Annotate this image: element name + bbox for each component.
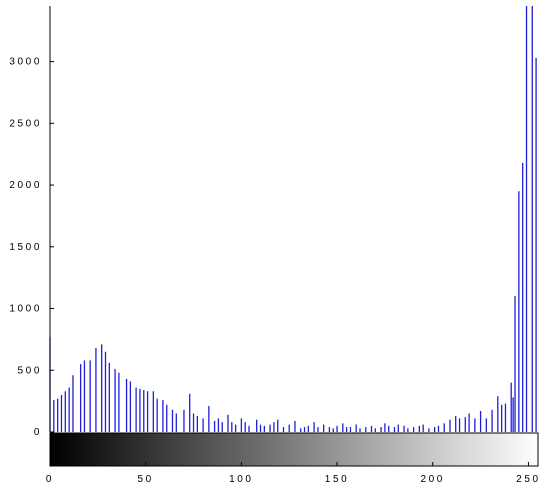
y-axis-ticks: 0 500 1000 1500 2000 2500 3000 [9,57,54,438]
y-tick-label: 500 [18,365,43,376]
y-tick-label: 0 [34,427,42,438]
x-tick-label: 150 [325,474,350,485]
x-tick-label: 250 [516,474,541,485]
y-tick-label: 1000 [9,304,42,315]
bar-series [49,6,537,432]
y-tick-label: 1500 [9,242,42,253]
y-tick-label: 3000 [9,57,42,68]
x-tick-label: 0 [46,474,54,485]
y-tick-label: 2500 [9,118,42,129]
x-axis-ticks: 0 50 100 150 200 250 [46,462,541,485]
x-tick-label: 50 [138,474,154,485]
grayscale-colorbar [49,432,539,467]
x-tick-label: 100 [229,474,254,485]
y-tick-label: 2000 [9,180,42,191]
x-tick-label: 200 [420,474,445,485]
